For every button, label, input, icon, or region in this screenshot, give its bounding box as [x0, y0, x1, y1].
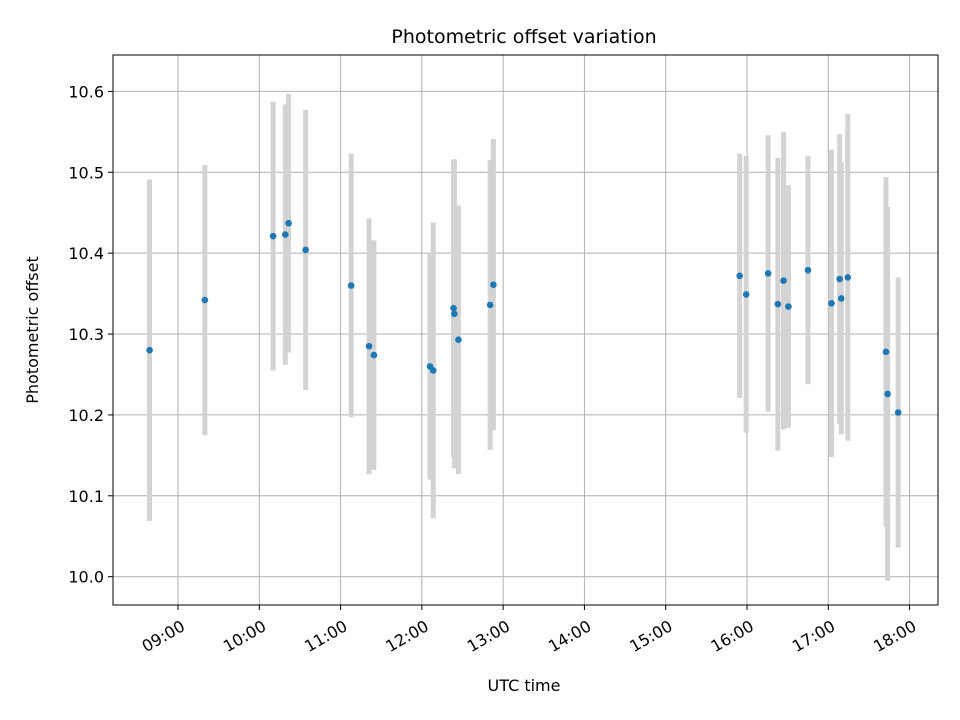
- data-point: [347, 282, 355, 289]
- data-points: [146, 219, 902, 416]
- chart-title: Photometric offset variation: [391, 26, 656, 48]
- y-tick-label: 10.5: [68, 163, 104, 182]
- data-point: [894, 409, 902, 416]
- data-point: [429, 367, 437, 374]
- data-point: [736, 272, 743, 280]
- data-point: [804, 266, 812, 274]
- data-point: [884, 390, 891, 398]
- data-point: [828, 300, 835, 307]
- data-point: [370, 351, 378, 359]
- data-point: [285, 219, 292, 227]
- data-point: [785, 303, 792, 310]
- data-point: [836, 275, 843, 283]
- grid: [113, 55, 938, 605]
- y-axis-ticks: 10.0 10.1 10.2 10.3 10.4 10.5 10.6: [68, 82, 113, 587]
- plot-frame: [112, 54, 939, 606]
- data-point: [269, 232, 277, 240]
- data-point: [455, 336, 462, 344]
- y-tick-label: 10.6: [68, 82, 104, 101]
- data-point: [844, 274, 852, 281]
- y-tick-label: 10.3: [68, 325, 104, 344]
- x-axis-label: UTC time: [488, 676, 561, 695]
- y-tick-label: 10.2: [68, 406, 104, 425]
- data-point: [882, 348, 890, 356]
- y-axis-label: Photometric offset: [23, 256, 42, 404]
- data-point: [451, 310, 458, 318]
- data-point: [774, 300, 782, 308]
- data-point: [365, 342, 373, 350]
- y-tick-label: 10.0: [68, 568, 104, 587]
- data-point: [490, 281, 497, 289]
- data-point: [742, 291, 750, 298]
- y-tick-label: 10.4: [68, 244, 104, 263]
- data-point: [780, 277, 787, 284]
- data-point: [764, 270, 772, 277]
- data-point: [146, 346, 153, 354]
- data-point: [837, 295, 845, 302]
- data-point: [486, 301, 494, 309]
- data-point: [450, 304, 457, 312]
- data-point: [302, 246, 309, 254]
- y-tick-label: 10.1: [68, 487, 104, 506]
- data-point: [201, 296, 209, 304]
- data-point: [282, 231, 289, 238]
